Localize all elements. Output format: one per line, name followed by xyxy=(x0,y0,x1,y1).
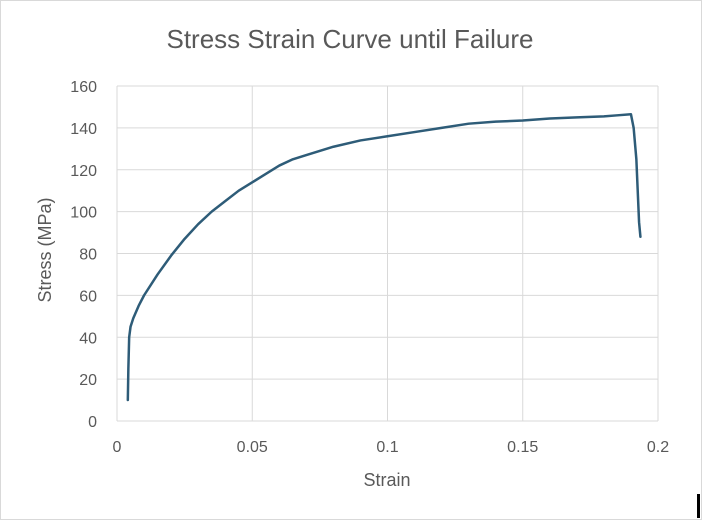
y-tick-label: 40 xyxy=(79,330,97,347)
y-tick-label: 0 xyxy=(88,414,97,431)
stress-strain-line xyxy=(126,113,642,402)
x-tick-label: 0 xyxy=(113,439,122,456)
x-tick-labels: 0 0.05 0.1 0.15 0.2 xyxy=(113,439,670,456)
series-layer xyxy=(126,113,642,402)
gridlines xyxy=(116,85,659,422)
y-tick-label: 60 xyxy=(79,288,97,305)
x-tick-label: 0.05 xyxy=(237,439,268,456)
x-axis-title: Strain xyxy=(363,470,410,490)
x-tick-label: 0.1 xyxy=(376,439,398,456)
y-tick-label: 80 xyxy=(79,247,97,264)
y-tick-labels: 0 20 40 60 80 100 120 140 160 xyxy=(70,79,97,431)
y-tick-label: 120 xyxy=(70,163,97,180)
y-tick-label: 100 xyxy=(70,205,97,222)
y-tick-label: 140 xyxy=(70,121,97,138)
x-tick-label: 0.15 xyxy=(507,439,538,456)
chart-title: Stress Strain Curve until Failure xyxy=(166,24,533,54)
y-axis-title: Stress (MPa) xyxy=(35,197,55,302)
x-tick-label: 0.2 xyxy=(647,439,669,456)
y-tick-label: 160 xyxy=(70,79,97,96)
corner-mark xyxy=(697,494,700,518)
y-tick-label: 20 xyxy=(79,372,97,389)
